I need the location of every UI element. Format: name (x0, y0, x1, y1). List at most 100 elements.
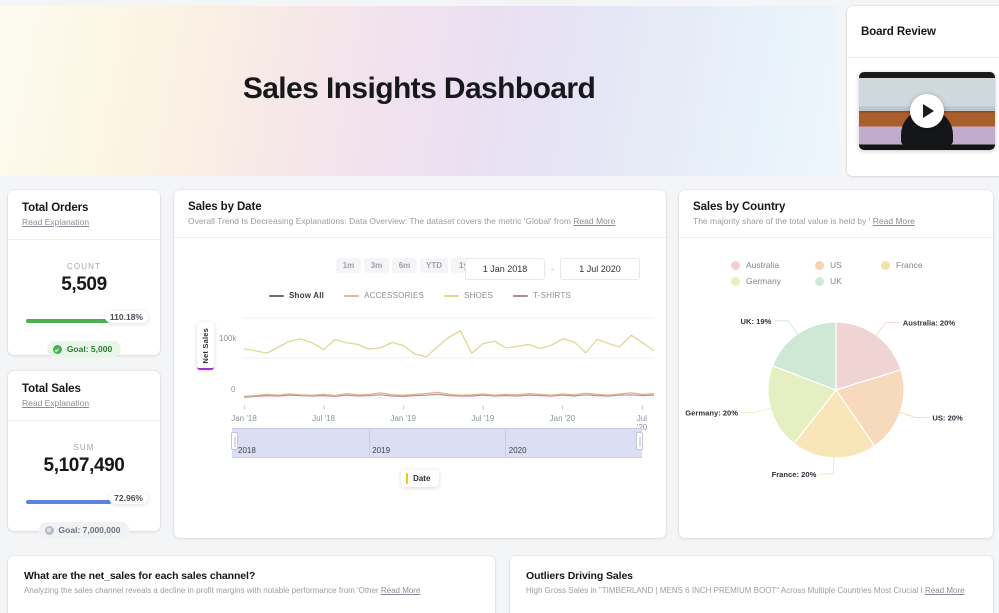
pie-legend-item-australia[interactable]: Australia (731, 260, 809, 270)
legend-label: ACCESSORIES (364, 291, 425, 301)
sales-by-date-body: 1m3m6mYTD1yAll 1 Jan 2018 - 1 Jul 2020 S… (174, 238, 666, 488)
pie-legend-item-uk[interactable]: UK (815, 276, 875, 286)
kpi-orders-progress: 110.18% (22, 311, 148, 329)
read-more-link[interactable]: Read More (573, 216, 616, 226)
line-chart-plot: Net Sales 100k 0 Jan '18 Jul '18 Jan '19 Ju… (186, 312, 654, 432)
sales-by-date-card: Sales by Date Overall Trend Is Decreasin… (174, 190, 666, 538)
x-axis-field-chip[interactable]: Date (400, 470, 440, 488)
page-title: Sales Insights Dashboard (242, 72, 596, 105)
time-range-button-1m[interactable]: 1m (336, 258, 361, 274)
insight-1-header: What are the net_sales for each sales ch… (8, 556, 495, 595)
time-range-button-6m[interactable]: 6m (392, 258, 417, 274)
insight-card-outliers: Outliers Driving Sales High Gross Sales … (510, 556, 993, 613)
series-line-t-shirts (244, 394, 654, 399)
pie-legend-label: UK (830, 276, 842, 287)
date-range-slider[interactable]: 2018 2019 2020 (231, 426, 643, 460)
insight-2-subtitle-text: High Gross Sales in "TIMBERLAND | MENS 6… (526, 586, 923, 595)
pie-leader-line (819, 456, 835, 475)
video-thumbnail[interactable] (859, 72, 995, 150)
kpi-sales-progress-track (26, 500, 142, 504)
slider-year-2018: 2018 (238, 446, 256, 456)
insight-1-title: What are the net_sales for each sales ch… (24, 570, 256, 582)
read-more-link[interactable]: Read More (380, 586, 421, 595)
legend-swatch-icon (344, 295, 360, 297)
kpi-sales-title: Total Sales (22, 383, 81, 395)
legend-item-show-all[interactable]: Show All (268, 291, 325, 301)
read-more-link[interactable]: Read More (924, 586, 965, 595)
x-tick-label: Jan '18 (231, 414, 257, 424)
y-axis-label: Net Sales (201, 327, 210, 364)
legend-item-accessories[interactable]: ACCESSORIES (344, 291, 424, 300)
legend-dot-icon (815, 276, 824, 286)
sales-by-date-subtitle-text: Overall Trend Is Decreasing Explanations… (188, 216, 571, 226)
kpi-sales-goal-badge: Goal: 7,000,000 (38, 522, 130, 539)
series-line-shoes (244, 330, 654, 358)
x-tick-label: Jan '20 (549, 414, 576, 424)
insight-card-net-sales-channel: What are the net_sales for each sales ch… (8, 556, 495, 613)
board-review-body (847, 58, 999, 164)
kpi-sales-body: SUM 5,107,490 72.96% Goal: 7,000,000 (8, 421, 160, 540)
x-tick: Jan '20 (549, 405, 576, 424)
play-icon[interactable] (910, 94, 944, 128)
x-tick: Jul '19 (471, 405, 494, 423)
slider-year-2019: 2019 (372, 446, 391, 456)
kpi-sales-header: Total Sales Read Explanation (8, 371, 160, 422)
kpi-sales-progress-fill (26, 500, 111, 504)
x-tick-label: Jul '18 (312, 414, 336, 424)
time-range-button-ytd[interactable]: YTD (420, 258, 448, 274)
pie-legend-label: Germany (746, 276, 781, 287)
slider-track: 2018 2019 2020 (232, 428, 642, 459)
date-to-input[interactable]: 1 Jul 2020 (560, 258, 640, 281)
kpi-sales-goal-label: Goal: 7,000,000 (58, 525, 121, 536)
field-color-swatch (405, 473, 409, 485)
pie-legend-item-us[interactable]: US (815, 260, 875, 270)
kpi-orders-body: COUNT 5,509 110.18% Goal: 5,000 (8, 240, 160, 359)
slider-handle-left[interactable] (231, 432, 238, 451)
line-chart-legend: Show All ACCESSORIES SHOES T-SHIRTS (186, 291, 654, 300)
legend-label: T-SHIRTS (533, 291, 571, 301)
x-tick-label: Jul '20 (636, 414, 648, 433)
read-more-link[interactable]: Read More (872, 216, 915, 226)
read-explanation-link[interactable]: Read Explanation (22, 398, 90, 408)
pie-legend-item-france[interactable]: France (881, 260, 961, 270)
pie-leader-line (874, 322, 900, 338)
kpi-orders-header: Total Orders Read Explanation (8, 190, 160, 241)
slider-divider (368, 429, 370, 458)
x-axis: Jan '18 Jul '18 Jan '19 Jul '19 Jan '20 Jul '… (231, 404, 647, 432)
time-range-button-3m[interactable]: 3m (364, 258, 389, 274)
legend-dot-icon (731, 260, 740, 270)
board-review-title: Board Review (861, 25, 936, 38)
legend-swatch-icon (268, 295, 284, 297)
read-explanation-link[interactable]: Read Explanation (22, 217, 90, 227)
legend-dot-icon (731, 276, 740, 286)
sales-by-date-subtitle: Overall Trend Is Decreasing Explanations… (188, 216, 652, 227)
slider-handle-right[interactable] (636, 432, 643, 451)
line-chart-svg (244, 317, 654, 399)
legend-item-shoes[interactable]: SHOES (444, 291, 493, 300)
sales-by-country-card: Sales by Country The majority share of t… (679, 190, 993, 538)
kpi-sales-agg-label: SUM (73, 443, 95, 453)
pie-leader-line (741, 407, 773, 414)
date-range-separator: - (551, 264, 554, 275)
kpi-card-total-sales: Total Sales Read Explanation SUM 5,107,4… (8, 371, 160, 539)
check-circle-icon (52, 344, 62, 354)
kpi-sales-progress: 72.96% (22, 492, 148, 510)
kpi-orders-goal-label: Goal: 5,000 (66, 344, 113, 355)
y-tick-100k: 100k (219, 334, 237, 344)
pie-leader-line (774, 320, 799, 337)
pie-legend-label: Australia (746, 260, 780, 271)
y-axis-label-pill[interactable]: Net Sales (197, 322, 214, 371)
pie-legend-item-germany[interactable]: Germany (731, 276, 809, 286)
insight-1-subtitle-text: Analyzing the sales channel reveals a de… (24, 586, 379, 595)
legend-label: SHOES (464, 291, 494, 301)
header-banner: Sales Insights Dashboard (0, 6, 838, 176)
target-circle-icon (44, 525, 54, 535)
sales-by-country-header: Sales by Country The majority share of t… (679, 190, 993, 239)
kpi-sales-value: 5,107,490 (43, 455, 125, 477)
slider-year-2020: 2020 (508, 446, 527, 456)
legend-item-t-shirts[interactable]: T-SHIRTS (513, 291, 571, 300)
board-review-panel: Board Review (847, 6, 999, 176)
pie-slice-label-us: US: 20% (932, 414, 963, 423)
date-from-input[interactable]: 1 Jan 2018 (465, 258, 545, 281)
legend-label: Show All (288, 291, 325, 301)
